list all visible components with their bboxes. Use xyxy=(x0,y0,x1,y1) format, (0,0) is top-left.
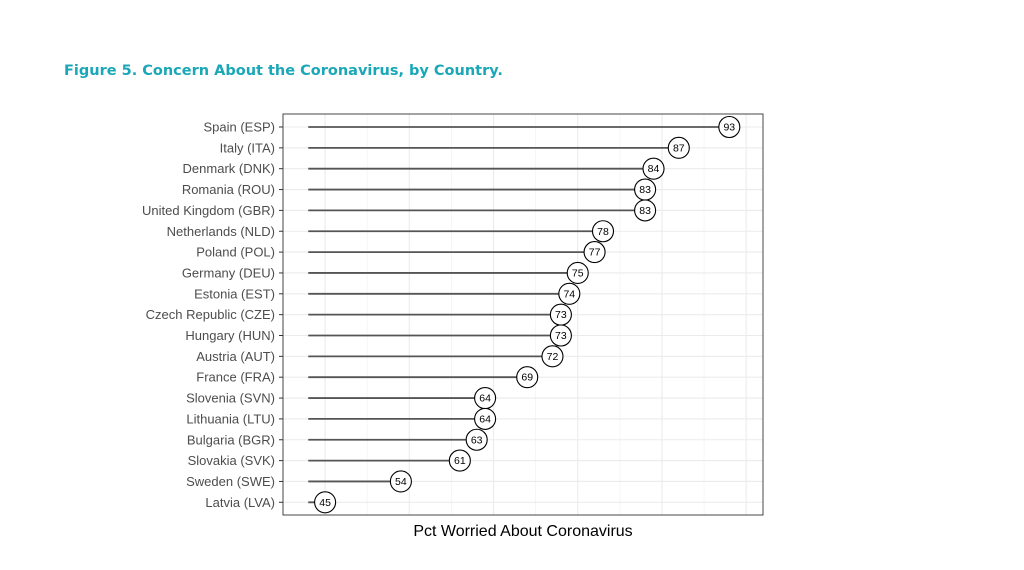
lollipop-dot xyxy=(516,366,539,389)
category-label: Czech Republic (CZE) xyxy=(146,307,275,322)
lollipop-dot xyxy=(448,449,471,472)
value-label: 69 xyxy=(521,372,533,384)
category-labels: Spain (ESP) Italy (ITA) Denmark (DNK) Roman… xyxy=(142,120,275,510)
category-label: Bulgaria (BGR) xyxy=(187,432,275,447)
category-label: Netherlands (NLD) xyxy=(167,224,275,239)
value-label: 74 xyxy=(563,288,575,300)
value-label: 83 xyxy=(639,184,651,196)
category-label: France (FRA) xyxy=(196,370,275,385)
value-label: 61 xyxy=(454,455,466,467)
value-label: 83 xyxy=(639,205,651,217)
category-label: Poland (POL) xyxy=(196,245,275,260)
category-label: Slovenia (SVN) xyxy=(186,391,275,406)
category-label: Lithuania (LTU) xyxy=(186,411,275,426)
lollipop-dot xyxy=(642,157,665,180)
lollipop-dot xyxy=(718,115,741,139)
value-label: 77 xyxy=(589,247,601,259)
lollipop-dot xyxy=(566,261,589,285)
category-label: Hungary (HUN) xyxy=(185,328,275,343)
lollipop-dots: 93 87 84 83 83 78 77 75 74 73 73 72 69 64 64 63 61 54 45 xyxy=(314,115,741,514)
category-label: Romania (ROU) xyxy=(182,182,275,197)
category-label: Estonia (EST) xyxy=(194,286,275,301)
lollipop-dot xyxy=(667,136,690,159)
value-label: 73 xyxy=(555,330,567,342)
value-label: 93 xyxy=(723,122,735,134)
value-label: 64 xyxy=(479,413,491,425)
figure-title: Figure 5. Concern About the Coronavirus,… xyxy=(64,63,503,79)
value-label: 54 xyxy=(395,476,407,488)
lollipop-dot xyxy=(549,324,572,347)
lollipop-dot xyxy=(634,199,657,222)
value-label: 84 xyxy=(648,163,660,175)
value-label: 87 xyxy=(673,142,685,154)
value-label: 64 xyxy=(479,393,491,405)
category-label: Denmark (DNK) xyxy=(183,161,275,176)
category-label: Slovakia (SVK) xyxy=(188,453,275,468)
value-label: 63 xyxy=(471,434,483,446)
lollipop-dot xyxy=(474,407,497,430)
value-label: 75 xyxy=(572,267,584,279)
lollipop-dot xyxy=(583,241,606,264)
category-label: Germany (DEU) xyxy=(182,265,275,280)
y-axis-ticks xyxy=(279,126,283,503)
value-label: 45 xyxy=(319,497,331,509)
lollipop-dot xyxy=(389,470,412,493)
lollipop-dot xyxy=(314,491,337,514)
lollipop-dot xyxy=(465,428,488,451)
value-label: 72 xyxy=(547,351,559,363)
lollipop-stems xyxy=(308,126,730,504)
lollipop-dot xyxy=(558,282,581,305)
value-label: 73 xyxy=(555,309,567,321)
category-label: Sweden (SWE) xyxy=(186,474,275,489)
category-label: United Kingdom (GBR) xyxy=(142,203,275,218)
category-label: Spain (ESP) xyxy=(203,120,275,135)
category-label: Italy (ITA) xyxy=(220,140,275,155)
x-axis-label: Pct Worried About Coronavirus xyxy=(413,523,632,540)
category-label: Austria (AUT) xyxy=(196,349,275,364)
lollipop-dot xyxy=(541,345,564,368)
value-label: 78 xyxy=(597,226,609,238)
category-label: Latvia (LVA) xyxy=(205,495,275,510)
lollipop-dot xyxy=(591,220,615,243)
